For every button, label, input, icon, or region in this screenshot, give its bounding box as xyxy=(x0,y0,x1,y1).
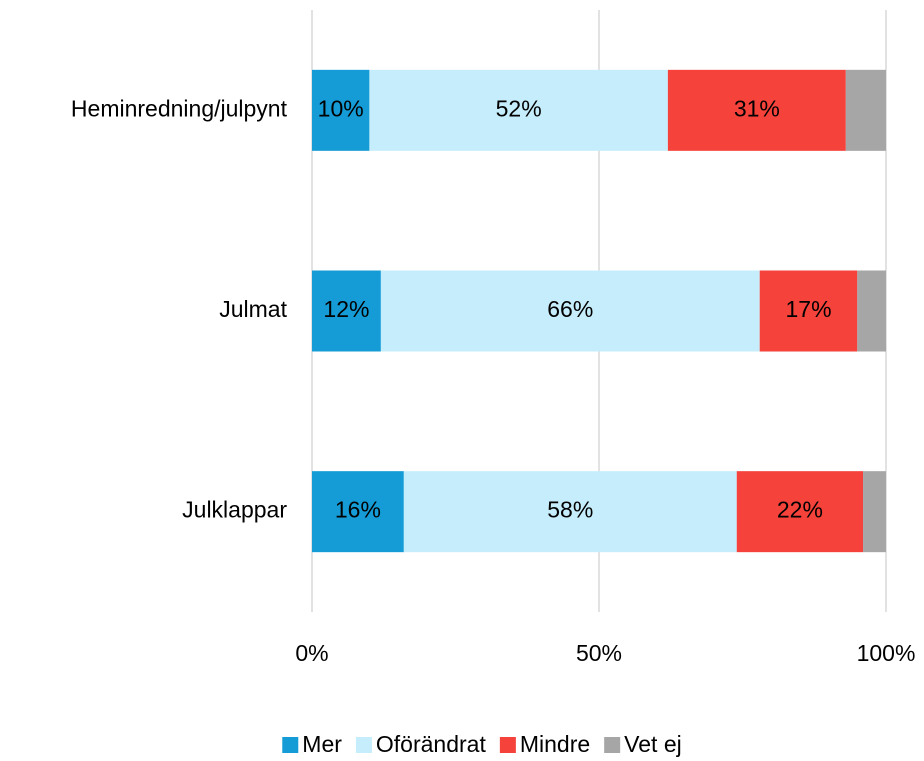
data-label: 12% xyxy=(323,296,369,322)
legend-label: Vet ej xyxy=(624,731,682,757)
bar-segment xyxy=(312,69,370,151)
data-label: 52% xyxy=(496,95,542,121)
data-label: 66% xyxy=(547,296,593,322)
data-label: 16% xyxy=(335,497,381,523)
legend-swatch xyxy=(604,737,621,753)
bar-segment xyxy=(312,270,381,352)
data-label: 31% xyxy=(734,95,780,121)
bar-segment xyxy=(736,471,864,553)
data-label: 58% xyxy=(547,497,593,523)
x-tick-label: 50% xyxy=(576,640,622,666)
x-tick-label: 0% xyxy=(295,640,328,666)
bar-segment xyxy=(667,69,846,151)
legend: Mer Oförändrat Mindre Vet ej xyxy=(282,731,682,757)
y-tick-label: Julklappar xyxy=(182,497,287,523)
data-label: 17% xyxy=(785,296,831,322)
bar-segment xyxy=(403,471,737,553)
legend-label: Mindre xyxy=(520,731,590,757)
y-tick-label: Heminredning/julpynt xyxy=(71,95,288,121)
legend-swatch xyxy=(355,737,372,753)
legend-swatch xyxy=(499,737,516,753)
bar-segment xyxy=(863,471,886,553)
data-label: 22% xyxy=(777,497,823,523)
bar-segment xyxy=(312,471,404,553)
x-tick-label: 100% xyxy=(857,640,916,666)
bar-segment xyxy=(369,69,668,151)
bar-segment xyxy=(857,270,886,352)
legend-label: Mer xyxy=(302,731,342,757)
legend-swatch xyxy=(282,737,299,753)
bar-segment xyxy=(845,69,886,151)
legend-label: Oförändrat xyxy=(376,731,487,757)
data-label: 10% xyxy=(318,95,364,121)
y-tick-label: Julmat xyxy=(219,296,287,322)
bar-segment xyxy=(380,270,760,352)
bar-segment xyxy=(759,270,858,352)
